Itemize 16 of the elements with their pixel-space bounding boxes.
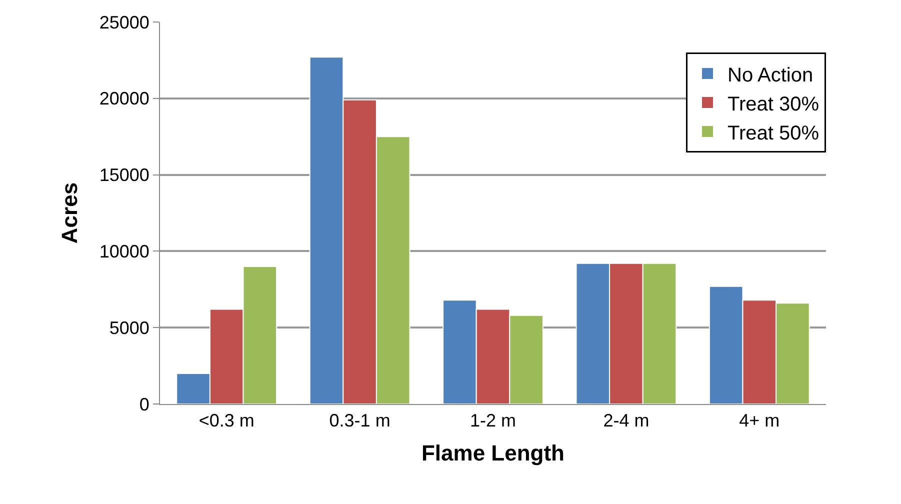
y-tick-label: 5000 <box>109 318 150 338</box>
x-axis-title: Flame Length <box>421 440 565 466</box>
legend-label: Treat 30% <box>728 93 820 116</box>
x-tick-label: 1-2 m <box>470 410 516 431</box>
x-tick-label: 4+ m <box>739 410 780 431</box>
x-tick-label: 0.3-1 m <box>329 410 390 431</box>
y-axis-title: Acres <box>57 182 82 244</box>
legend-label: Treat 50% <box>728 122 820 144</box>
x-tick-label: <0.3 m <box>198 410 254 431</box>
y-tick-label: 10000 <box>99 242 150 262</box>
y-tick-label: 25000 <box>99 12 150 32</box>
legend-label: No Action <box>728 64 814 86</box>
y-tick-label: 20000 <box>99 88 150 109</box>
y-tick-label: 0 <box>139 394 150 414</box>
x-tick-label: 2-4 m <box>603 410 650 431</box>
y-tick-label: 15000 <box>99 165 150 186</box>
